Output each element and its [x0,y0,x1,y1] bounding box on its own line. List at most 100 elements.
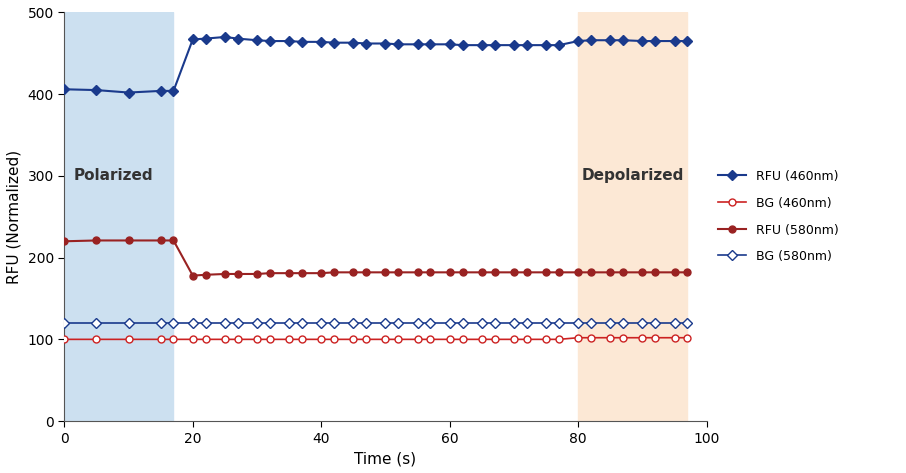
BG (460nm) [265,336,275,342]
BG (580nm) [573,320,583,326]
RFU (580nm) [296,270,307,276]
BG (580nm) [650,320,660,326]
RFU (460nm) [265,38,275,44]
BG (580nm) [458,320,468,326]
Legend: RFU (460nm), BG (460nm), RFU (580nm), BG (580nm): RFU (460nm), BG (460nm), RFU (580nm), BG… [713,165,843,268]
BG (580nm) [682,320,693,326]
BG (460nm) [477,336,487,342]
Y-axis label: RFU (Normalized): RFU (Normalized) [7,149,22,284]
BG (580nm) [329,320,340,326]
RFU (460nm) [637,38,648,44]
BG (460nm) [425,336,436,342]
BG (460nm) [573,335,583,341]
RFU (580nm) [444,270,455,275]
BG (580nm) [489,320,500,326]
RFU (460nm) [123,90,134,96]
BG (580nm) [284,320,294,326]
BG (460nm) [682,335,693,341]
RFU (580nm) [348,270,359,275]
Bar [578,12,688,421]
RFU (460nm) [316,39,327,45]
RFU (460nm) [425,42,436,47]
BG (460nm) [232,336,243,342]
BG (580nm) [541,320,552,326]
RFU (460nm) [670,38,680,44]
RFU (460nm) [59,87,70,92]
Line: RFU (460nm): RFU (460nm) [61,34,691,96]
RFU (460nm) [508,42,519,48]
RFU (460nm) [91,87,101,93]
RFU (580nm) [284,270,294,276]
RFU (580nm) [91,237,101,243]
BG (580nm) [508,320,519,326]
BG (580nm) [554,320,564,326]
BG (460nm) [188,336,198,342]
BG (580nm) [521,320,532,326]
RFU (460nm) [618,37,629,43]
BG (460nm) [91,336,101,342]
RFU (460nm) [200,36,211,42]
BG (460nm) [618,335,629,341]
BG (580nm) [380,320,390,326]
BG (580nm) [168,320,178,326]
RFU (460nm) [521,42,532,48]
BG (460nm) [541,336,552,342]
Text: Depolarized: Depolarized [582,168,684,184]
BG (580nm) [585,320,596,326]
RFU (580nm) [585,270,596,275]
BG (460nm) [59,336,70,342]
RFU (580nm) [316,270,327,276]
BG (460nm) [200,336,211,342]
RFU (580nm) [188,273,198,279]
RFU (580nm) [265,270,275,276]
RFU (460nm) [554,42,564,48]
BG (580nm) [265,320,275,326]
BG (460nm) [361,336,371,342]
BG (460nm) [650,335,660,341]
BG (580nm) [393,320,404,326]
BG (460nm) [380,336,390,342]
RFU (460nm) [412,42,423,47]
RFU (580nm) [682,270,693,275]
RFU (460nm) [380,41,390,46]
RFU (460nm) [573,38,583,44]
RFU (580nm) [59,238,70,244]
RFU (460nm) [168,88,178,94]
BG (580nm) [219,320,230,326]
RFU (580nm) [412,270,423,275]
RFU (580nm) [232,271,243,277]
Line: BG (460nm): BG (460nm) [61,334,691,343]
Bar [64,12,173,421]
RFU (580nm) [573,270,583,275]
BG (580nm) [361,320,371,326]
BG (460nm) [444,336,455,342]
RFU (460nm) [188,36,198,42]
RFU (580nm) [200,272,211,278]
BG (580nm) [477,320,487,326]
BG (580nm) [91,320,101,326]
BG (580nm) [155,320,166,326]
RFU (580nm) [155,237,166,243]
RFU (460nm) [232,36,243,42]
RFU (580nm) [489,270,500,275]
RFU (580nm) [508,270,519,275]
BG (580nm) [200,320,211,326]
RFU (580nm) [605,270,616,275]
X-axis label: Time (s): Time (s) [354,451,417,466]
BG (580nm) [618,320,629,326]
BG (460nm) [489,336,500,342]
RFU (460nm) [284,38,294,44]
BG (580nm) [444,320,455,326]
BG (460nm) [348,336,359,342]
RFU (580nm) [477,270,487,275]
BG (580nm) [670,320,680,326]
RFU (580nm) [393,270,404,275]
BG (460nm) [585,335,596,341]
BG (580nm) [637,320,648,326]
BG (580nm) [316,320,327,326]
BG (460nm) [296,336,307,342]
RFU (460nm) [458,42,468,48]
BG (460nm) [521,336,532,342]
RFU (580nm) [650,270,660,275]
BG (460nm) [458,336,468,342]
